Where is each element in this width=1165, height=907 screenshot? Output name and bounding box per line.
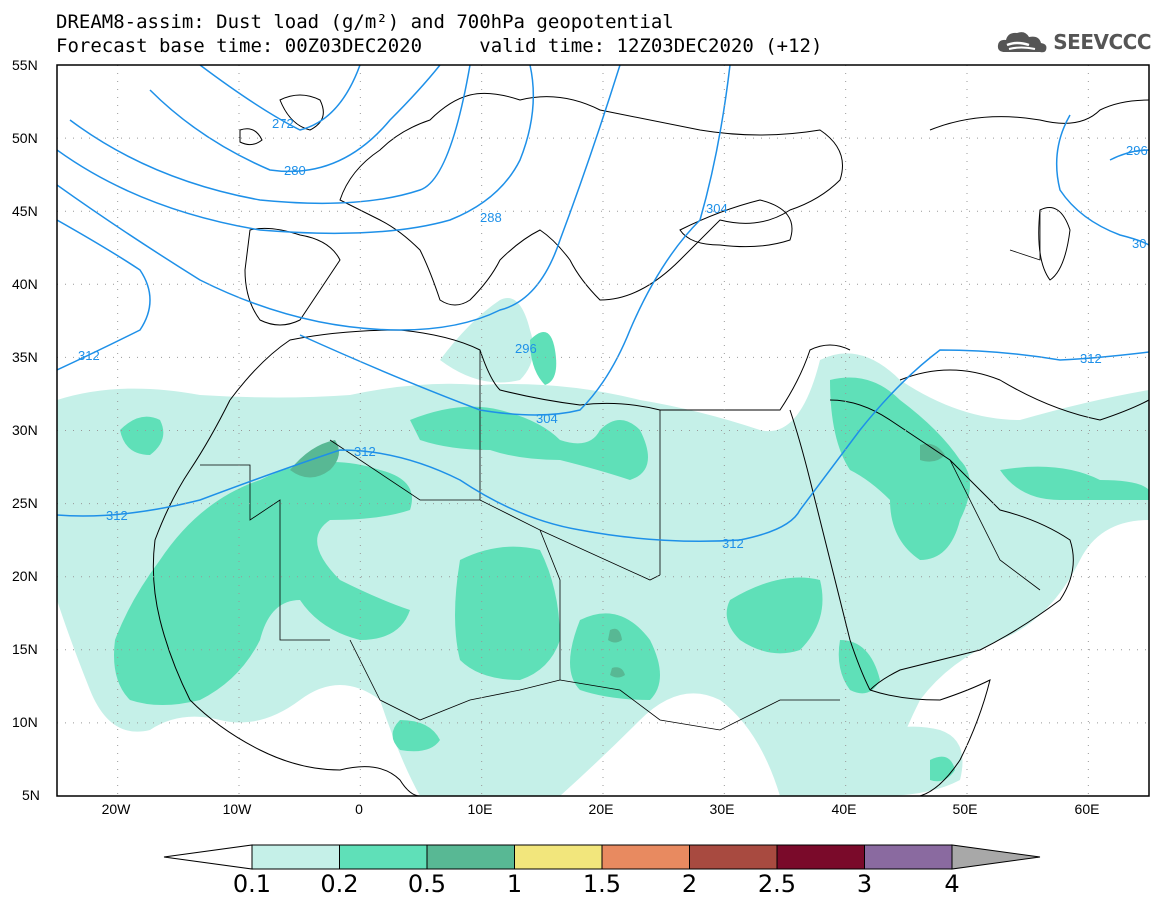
lat-label: 5N bbox=[22, 787, 40, 803]
contour-label: 312 bbox=[78, 348, 100, 363]
contour-label: 312 bbox=[106, 508, 128, 523]
lon-label: 20W bbox=[102, 801, 132, 817]
map-frame bbox=[56, 64, 1150, 797]
colorbar-swatch bbox=[689, 844, 778, 870]
colorbar-swatch bbox=[426, 844, 515, 870]
lon-label: 60E bbox=[1075, 801, 1100, 817]
colorbar-label: 0.5 bbox=[408, 870, 446, 898]
colorbar-label: 2.5 bbox=[758, 870, 796, 898]
colorbar-swatch bbox=[514, 844, 603, 870]
contour-label: 312 bbox=[722, 536, 744, 551]
lat-label: 45N bbox=[12, 203, 38, 219]
colorbar-swatch bbox=[601, 844, 690, 870]
dust-shading-medium bbox=[114, 332, 1149, 782]
lat-label: 10N bbox=[12, 714, 38, 730]
contour-label: 30 bbox=[1132, 236, 1146, 251]
coastlines bbox=[152, 92, 1149, 796]
geopotential-contours bbox=[57, 65, 1149, 542]
colorbar-swatch bbox=[339, 844, 428, 870]
contour-label: 304 bbox=[536, 411, 558, 426]
lat-label: 20N bbox=[12, 568, 38, 584]
lon-label: 10W bbox=[223, 801, 253, 817]
colorbar-label: 0.2 bbox=[320, 870, 358, 898]
lat-label: 55N bbox=[12, 57, 38, 73]
contour-label: 304 bbox=[706, 201, 728, 216]
lon-label: 40E bbox=[832, 801, 857, 817]
colorbar: 0.1 0.2 0.5 1 1.5 2 2.5 3 4 bbox=[163, 844, 1041, 898]
lon-label: 50E bbox=[953, 801, 978, 817]
colorbar-label: 1.5 bbox=[583, 870, 621, 898]
latitude-labels: 55N 50N 45N 40N 35N 30N 25N 20N 15N 10N … bbox=[12, 57, 40, 803]
lon-label: 20E bbox=[589, 801, 614, 817]
cloud-logo-icon bbox=[998, 32, 1047, 53]
contour-label: 312 bbox=[354, 444, 376, 459]
lon-label: 0 bbox=[355, 801, 363, 817]
colorbar-label: 3 bbox=[857, 870, 872, 898]
colorbar-label: 4 bbox=[944, 870, 959, 898]
longitude-labels: 20W 10W 0 10E 20E 30E 40E 50E 60E bbox=[102, 801, 1100, 817]
lat-label: 25N bbox=[12, 495, 38, 511]
contour-label: 312 bbox=[1080, 351, 1102, 366]
contour-label: 296 bbox=[515, 341, 537, 356]
contour-label: 272 bbox=[272, 116, 294, 131]
contour-label: 288 bbox=[480, 210, 502, 225]
contour-label: 296 bbox=[1126, 143, 1148, 158]
contour-labels: 272 280 288 296 304 312 312 312 312 296 … bbox=[78, 116, 1148, 551]
chart-title: DREAM8-assim: Dust load (g/m²) and 700hP… bbox=[56, 11, 674, 33]
colorbar-label: 2 bbox=[682, 870, 697, 898]
valid-time-label: valid time: 12Z03DEC2020 (+12) bbox=[479, 35, 823, 57]
colorbar-label: 1 bbox=[507, 870, 522, 898]
logo-text: SEEVCCC bbox=[1053, 30, 1151, 54]
lat-label: 15N bbox=[12, 641, 38, 657]
colorbar-swatch bbox=[251, 844, 340, 870]
colorbar-swatch bbox=[776, 844, 865, 870]
lon-label: 10E bbox=[468, 801, 493, 817]
time-line: Forecast base time: 00Z03DEC2020 valid t… bbox=[56, 36, 822, 56]
seevccc-logo: SEEVCCC bbox=[995, 28, 1151, 56]
base-time-label: Forecast base time: 00Z03DEC2020 bbox=[56, 35, 423, 57]
lat-label: 30N bbox=[12, 422, 38, 438]
colorbar-label: 0.1 bbox=[233, 870, 271, 898]
colorbar-swatch bbox=[864, 844, 953, 870]
contour-label: 280 bbox=[284, 163, 306, 178]
lat-label: 40N bbox=[12, 276, 38, 292]
lon-label: 30E bbox=[710, 801, 735, 817]
colorbar-high-arrow bbox=[951, 844, 1041, 870]
lat-label: 50N bbox=[12, 130, 38, 146]
colorbar-low-arrow bbox=[163, 844, 253, 870]
lat-label: 35N bbox=[12, 349, 38, 365]
